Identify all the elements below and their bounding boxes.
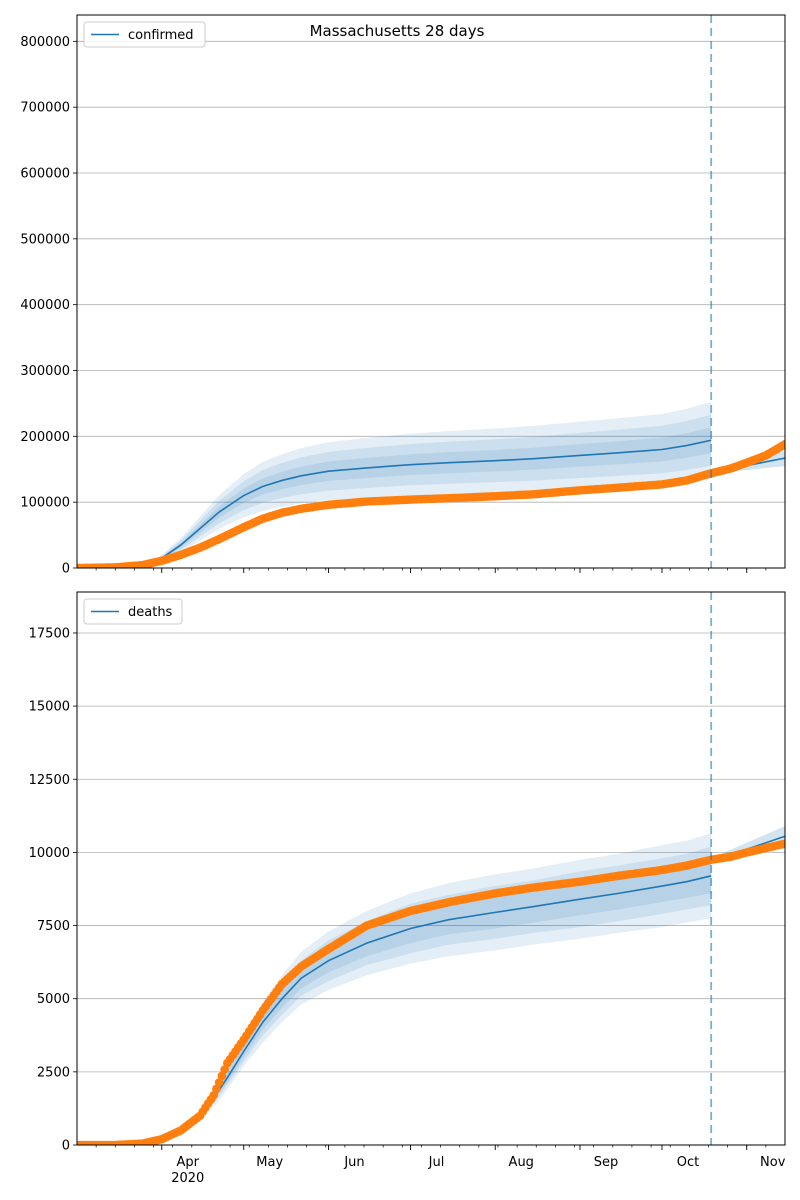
y-tick-label: 12500 — [29, 773, 70, 788]
y-tick-label: 100000 — [20, 496, 70, 511]
confidence-band — [213, 833, 712, 1107]
y-tick-label: 700000 — [20, 101, 70, 116]
observed-point — [214, 1078, 224, 1087]
legend-box — [83, 21, 206, 48]
x-tick-label: May — [256, 1155, 283, 1170]
x-tick-label: Apr — [176, 1155, 199, 1170]
x-tick-label: Jun — [343, 1155, 364, 1170]
model-line — [213, 875, 712, 1099]
plot-area — [77, 401, 785, 568]
observed-point — [780, 839, 785, 848]
observed-point — [780, 439, 785, 449]
x-tick-label-year: 2020 — [171, 1171, 204, 1186]
y-tick-label: 15000 — [29, 700, 70, 715]
observed-point — [209, 1090, 218, 1100]
y-tick-label: 800000 — [20, 35, 70, 50]
confidence-band — [213, 846, 712, 1105]
x-tick-label: Nov — [760, 1155, 786, 1170]
observed-point — [220, 1065, 229, 1074]
figure-title: Massachusetts 28 days — [310, 22, 485, 40]
legend-label: deaths — [128, 605, 173, 620]
y-tick-label: 400000 — [20, 298, 70, 313]
confidence-band — [77, 427, 712, 568]
y-tick-label: 0 — [62, 562, 70, 577]
y-tick-label: 2500 — [37, 1065, 70, 1080]
y-tick-label: 500000 — [20, 232, 70, 247]
y-tick-label: 200000 — [20, 430, 70, 445]
observed-point — [217, 1071, 227, 1081]
x-tick-label: Sep — [594, 1155, 619, 1170]
plot-frame — [76, 14, 786, 569]
model-line — [77, 439, 712, 568]
observed-point — [212, 1084, 221, 1094]
x-tick-label: Aug — [509, 1155, 534, 1170]
confidence-band — [213, 858, 712, 1102]
confidence-band — [77, 414, 712, 568]
deaths-panel: 0 2500 5000 7500 10000 12500 15000 17500 Apr2020… — [29, 591, 786, 1186]
y-tick-label: 300000 — [20, 364, 70, 379]
y-tick-label: 7500 — [37, 919, 70, 934]
y-tick-label: 0 — [62, 1139, 70, 1154]
y-tick-label: 10000 — [29, 846, 70, 861]
plot-frame — [76, 591, 786, 1146]
y-tick-label: 17500 — [29, 626, 70, 641]
x-tick-label: Jul — [428, 1155, 445, 1170]
y-tick-label: 5000 — [37, 992, 70, 1007]
confirmed-panel: 0 100000 200000 300000 400000 500000 600000 700… — [20, 14, 786, 577]
legend-label: confirmed — [128, 28, 194, 43]
legend-box — [83, 598, 183, 625]
confidence-band — [77, 401, 712, 568]
x-tick-label: Oct — [677, 1155, 699, 1170]
plot-area — [77, 826, 785, 1145]
y-tick-label: 600000 — [20, 167, 70, 182]
